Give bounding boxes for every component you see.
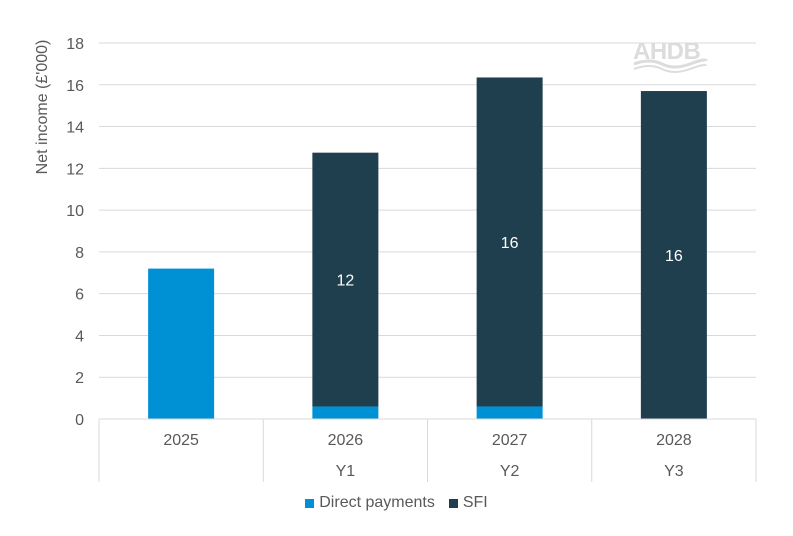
y-tick-label: 2 <box>75 370 84 387</box>
bar-direct-payments-2025 <box>148 268 215 419</box>
y-tick-label: 0 <box>75 412 84 429</box>
legend-swatch <box>448 498 458 508</box>
x-tick-label: 2026 <box>328 432 364 449</box>
x-tick-label: 2027 <box>492 432 528 449</box>
bar-sfi-2027 <box>476 77 543 407</box>
y-tick-label: 6 <box>75 287 84 304</box>
y-tick-label: 18 <box>66 36 84 53</box>
data-label: 16 <box>501 235 519 252</box>
bar-sfi-2026 <box>312 152 379 407</box>
logo-wave-2 <box>633 64 707 73</box>
y-tick-label: 4 <box>75 328 84 345</box>
legend: Direct payments SFI <box>0 491 793 515</box>
y-tick-label: 10 <box>66 203 84 220</box>
y-tick-label: 16 <box>66 78 84 95</box>
legend-item-sfi: SFI <box>448 494 488 512</box>
bars-layer: 12 16 16 <box>148 77 707 420</box>
y-tick-label: 14 <box>66 120 84 137</box>
ahdb-logo: AHDB <box>633 38 708 73</box>
bar-sfi-2028 <box>640 91 707 420</box>
x-tick-label: 2025 <box>163 432 199 449</box>
legend-label: SFI <box>462 494 488 511</box>
logo-wave-1 <box>633 58 708 69</box>
legend-item-direct-payments: Direct payments <box>305 494 435 512</box>
bar-direct-payments-2027 <box>476 406 543 419</box>
bar-direct-payments-2026 <box>312 406 379 419</box>
y-tick-label: 12 <box>66 161 84 178</box>
x-subtick-label: Y2 <box>500 463 520 480</box>
legend-label: Direct payments <box>319 494 435 511</box>
y-tick-label: 8 <box>75 245 84 262</box>
y-axis-title: Net income (£'000) <box>34 40 51 175</box>
data-label: 12 <box>336 273 354 290</box>
x-tick-label: 2028 <box>656 432 692 449</box>
axis-layer: 0 2 4 6 8 10 12 14 16 18 2025 2026 Y1 2027 Y2 2028 Y3 <box>66 36 757 482</box>
x-subtick-label: Y1 <box>336 463 356 480</box>
data-label: 16 <box>665 248 683 265</box>
legend-swatch <box>305 498 315 508</box>
x-subtick-label: Y3 <box>664 463 684 480</box>
